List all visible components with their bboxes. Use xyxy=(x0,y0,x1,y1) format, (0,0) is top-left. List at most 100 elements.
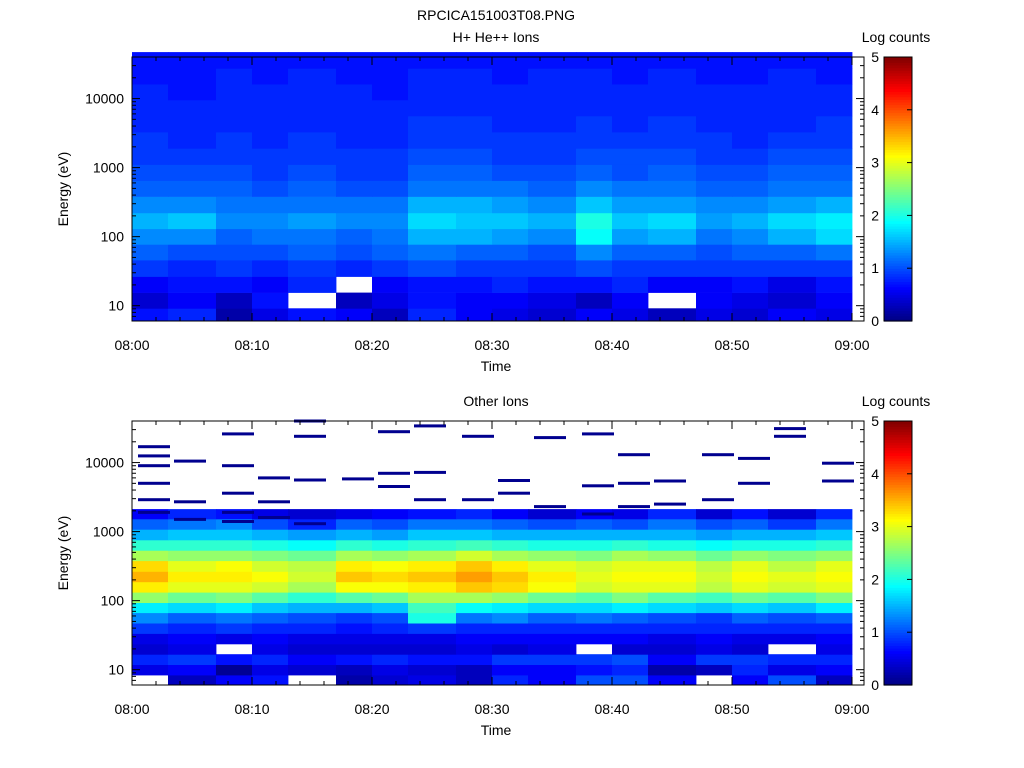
colorbar-swatch xyxy=(884,655,912,660)
colorbar-swatch xyxy=(884,479,912,483)
high-energy-line xyxy=(618,453,650,457)
heatmap-cell xyxy=(168,292,217,309)
high-energy-line xyxy=(582,512,614,516)
colorbar-swatch xyxy=(884,444,912,448)
heatmap-cell xyxy=(768,675,817,686)
heatmap-cell xyxy=(216,244,253,261)
heatmap-cell xyxy=(576,132,613,149)
colorbar: 0 1 2 3 4 5 xyxy=(871,413,913,693)
heatmap-cell xyxy=(696,509,733,520)
heatmap-cell xyxy=(372,68,409,85)
heatmap-cell xyxy=(216,132,253,149)
heatmap-cell xyxy=(336,509,373,520)
heatmap-cell xyxy=(288,560,337,572)
high-energy-line xyxy=(534,505,566,509)
heatmap-cell xyxy=(336,643,373,655)
heatmap-cell xyxy=(612,68,649,85)
heatmap-cell xyxy=(288,84,337,101)
heatmap-cell xyxy=(528,518,577,530)
colorbar-swatch xyxy=(884,255,912,259)
colorbar-swatch xyxy=(884,497,912,501)
colorbar-swatch xyxy=(884,626,912,631)
heatmap-cell xyxy=(252,68,289,85)
heatmap-cell xyxy=(408,68,457,85)
high-energy-line xyxy=(702,453,734,457)
heatmap-cell xyxy=(492,664,529,676)
heatmap-cell xyxy=(816,148,853,165)
colorbar-swatch xyxy=(884,566,912,570)
heatmap-cell xyxy=(816,633,853,645)
heatmap-cell xyxy=(696,633,733,645)
colorbar-swatch xyxy=(884,653,912,657)
heatmap-cell xyxy=(528,643,577,655)
heatmap-cell xyxy=(732,228,769,245)
colorbar-swatch xyxy=(884,442,912,446)
heatmap-cell xyxy=(696,571,733,583)
heatmap-cell xyxy=(732,164,769,181)
high-energy-line xyxy=(738,481,770,485)
heatmap-cell xyxy=(576,84,613,101)
colorbar-swatch xyxy=(884,603,912,607)
heatmap-cell xyxy=(768,260,817,277)
heatmap-cell xyxy=(648,276,697,293)
colorbar-swatch xyxy=(884,613,912,617)
high-energy-line xyxy=(774,427,806,431)
heatmap-cell xyxy=(816,675,853,686)
heatmap-cell xyxy=(132,84,169,101)
colorbar-swatch xyxy=(884,650,912,654)
colorbar-swatch xyxy=(884,611,912,615)
heatmap-cell xyxy=(288,654,337,665)
heatmap-cell xyxy=(456,84,493,101)
heatmap-cell xyxy=(768,132,817,149)
heatmap-cell xyxy=(252,509,289,520)
heatmap-cell xyxy=(456,633,493,645)
high-energy-line xyxy=(222,464,254,468)
heatmap-cell xyxy=(528,196,577,214)
heatmap-cell xyxy=(288,115,337,133)
heatmap-cell xyxy=(336,244,373,261)
colorbar-label: Log counts xyxy=(862,393,931,409)
high-energy-line xyxy=(498,491,530,495)
heatmap-cell xyxy=(132,654,169,665)
heatmap-cell xyxy=(288,180,337,197)
heatmap-cell xyxy=(528,244,577,261)
heatmap-cell xyxy=(492,260,529,277)
heatmap-cell xyxy=(732,612,769,624)
colorbar-swatch xyxy=(884,107,912,111)
colorbar-swatch xyxy=(884,629,912,633)
heatmap-cell xyxy=(576,633,613,645)
heatmap-cell xyxy=(492,244,529,261)
heatmap-cell xyxy=(696,196,733,214)
heatmap-cell xyxy=(408,164,457,181)
heatmap-cell xyxy=(216,518,253,530)
y-tick-label: 10 xyxy=(108,298,124,314)
heatmap-cell xyxy=(456,664,493,676)
heatmap-cell xyxy=(648,115,697,133)
colorbar-swatch xyxy=(884,212,912,216)
colorbar-swatch xyxy=(884,302,912,306)
heatmap-cell xyxy=(408,99,457,117)
heatmap-cell xyxy=(768,664,817,676)
heatmap-cell xyxy=(816,308,853,322)
y-tick-label: 10000 xyxy=(85,91,124,107)
heatmap-cell xyxy=(456,592,493,603)
colorbar-swatch xyxy=(884,157,912,161)
heatmap-cell xyxy=(168,509,217,520)
high-energy-line xyxy=(258,516,290,519)
heatmap-cell xyxy=(696,643,733,655)
colorbar-border xyxy=(883,56,913,322)
heatmap-cell xyxy=(252,633,289,645)
heatmap-cell xyxy=(456,260,493,277)
heatmap-cell xyxy=(576,99,613,117)
heatmap-cell xyxy=(336,592,373,603)
high-energy-line xyxy=(654,502,686,506)
heatmap-cell xyxy=(288,571,337,583)
colorbar-swatch xyxy=(884,249,912,253)
heatmap-cell xyxy=(132,260,169,277)
colorbar-swatch xyxy=(884,125,912,129)
heatmap-cell xyxy=(732,581,769,593)
heatmap-cell xyxy=(576,308,613,322)
colorbar-swatch xyxy=(884,204,912,209)
colorbar-swatch xyxy=(884,624,912,628)
